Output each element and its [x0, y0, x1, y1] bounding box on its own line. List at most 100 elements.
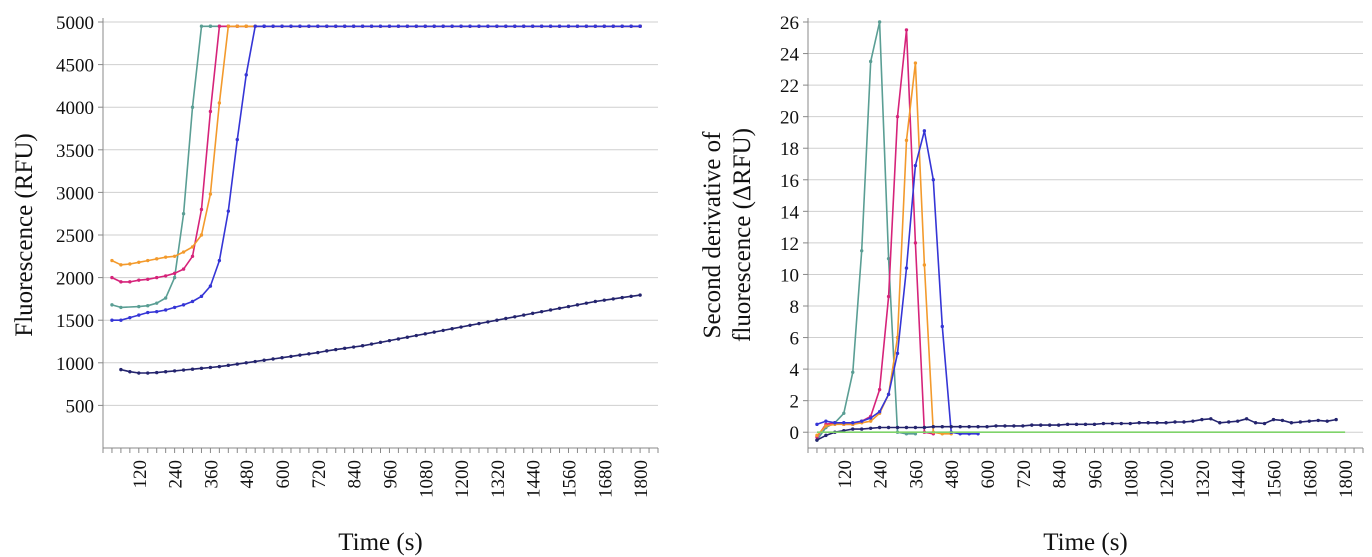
- y-tick-label: 2: [790, 392, 800, 413]
- data-point: [976, 425, 980, 429]
- data-point: [226, 24, 231, 28]
- data-point: [199, 233, 204, 237]
- x-tick-label: 1680: [1300, 460, 1321, 498]
- data-point: [235, 362, 239, 366]
- data-point: [199, 24, 204, 28]
- data-point: [904, 138, 909, 143]
- data-point: [208, 24, 213, 28]
- x-tick-label: 240: [871, 460, 892, 489]
- data-point: [190, 105, 195, 109]
- data-point: [868, 419, 873, 423]
- data-point: [190, 367, 195, 371]
- data-point: [137, 304, 141, 309]
- data-point: [119, 367, 123, 372]
- data-point: [405, 24, 410, 28]
- y-axis-title-line: Second derivative of: [699, 131, 726, 339]
- data-point: [155, 370, 159, 375]
- data-point: [217, 258, 222, 263]
- y-tick-label: 16: [780, 171, 799, 192]
- y-tick-label: 24: [780, 45, 800, 66]
- data-point: [325, 24, 329, 28]
- data-point: [146, 277, 150, 282]
- data-point: [217, 364, 222, 369]
- data-point: [1298, 420, 1303, 424]
- data-point: [522, 24, 526, 28]
- data-point: [860, 249, 864, 253]
- data-point: [181, 303, 186, 307]
- data-point: [913, 425, 918, 430]
- x-tick-label: 720: [309, 460, 330, 489]
- data-point: [414, 24, 419, 28]
- data-point: [110, 258, 114, 263]
- data-point: [190, 245, 195, 249]
- data-point: [886, 425, 891, 430]
- data-point: [217, 101, 222, 105]
- data-point: [922, 129, 927, 133]
- data-point: [459, 24, 463, 28]
- data-point: [530, 311, 535, 316]
- data-point: [940, 425, 944, 429]
- x-tick-label: 360: [201, 460, 222, 489]
- data-point: [575, 303, 580, 307]
- data-point: [146, 258, 150, 263]
- data-point: [940, 324, 944, 329]
- data-point: [1101, 421, 1106, 426]
- x-tick-label: 1320: [1193, 460, 1214, 498]
- data-point: [815, 422, 819, 427]
- data-point: [208, 109, 213, 114]
- data-point: [351, 345, 356, 349]
- data-point: [904, 425, 909, 430]
- data-point: [1325, 419, 1329, 423]
- data-point: [289, 24, 293, 28]
- data-point: [137, 371, 141, 375]
- x-tick-label: 1320: [488, 460, 509, 498]
- x-tick-label: 600: [978, 460, 999, 489]
- data-point: [342, 24, 347, 28]
- data-point: [119, 263, 123, 267]
- y-axis-title: Fluorescence (RFU): [11, 133, 38, 336]
- data-point: [611, 297, 615, 301]
- data-point: [190, 299, 195, 304]
- data-point: [1182, 420, 1186, 424]
- y-tick-label: 20: [780, 108, 799, 129]
- data-point: [877, 410, 882, 414]
- data-point: [860, 427, 864, 431]
- data-point: [1235, 419, 1240, 423]
- data-point: [1307, 419, 1311, 423]
- data-point: [119, 318, 123, 322]
- data-point: [163, 274, 168, 278]
- data-point: [360, 344, 365, 348]
- x-axis-title: Time (s): [1043, 529, 1128, 556]
- data-point: [620, 295, 624, 300]
- data-point: [298, 353, 302, 357]
- data-point: [181, 368, 186, 372]
- data-point: [396, 24, 401, 28]
- data-point: [441, 24, 445, 28]
- data-point: [1334, 417, 1338, 422]
- data-point: [1137, 421, 1141, 425]
- data-point: [1262, 421, 1267, 426]
- data-point: [1280, 418, 1285, 423]
- data-point: [522, 313, 526, 317]
- data-point: [208, 284, 213, 288]
- data-point: [949, 425, 953, 429]
- data-point: [602, 298, 606, 302]
- y-tick-label: 8: [790, 297, 800, 318]
- data-point: [824, 419, 828, 423]
- data-point: [280, 24, 284, 28]
- y-tick-label: 1000: [56, 354, 94, 375]
- data-point: [235, 137, 239, 142]
- x-tick-label: 1560: [559, 460, 580, 498]
- data-point: [253, 24, 257, 28]
- data-point: [262, 24, 266, 28]
- data-point: [1218, 421, 1222, 425]
- y-tick-label: 3500: [56, 141, 94, 162]
- data-point: [1146, 421, 1150, 425]
- data-point: [450, 24, 454, 28]
- data-point: [119, 280, 123, 284]
- data-point: [316, 24, 320, 28]
- y-axis-title-line: fluorescence (ΔRFU): [729, 128, 756, 342]
- data-point: [1271, 417, 1276, 422]
- data-point: [181, 267, 186, 271]
- data-point: [495, 318, 499, 322]
